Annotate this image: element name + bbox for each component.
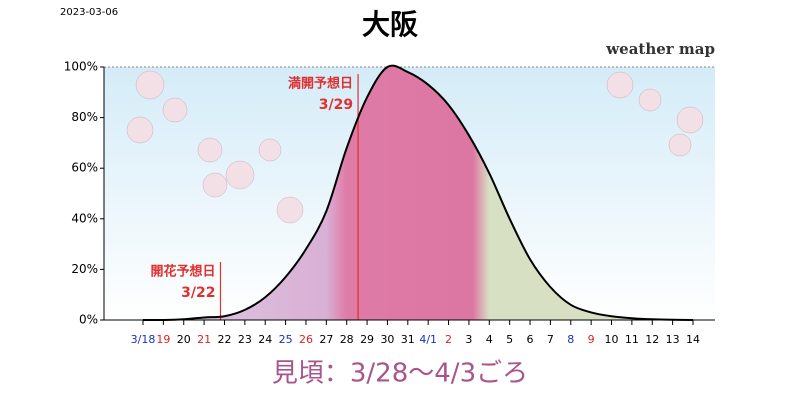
x-tick-label: 9: [588, 333, 595, 346]
x-tick-label: 20: [177, 333, 191, 346]
date: 2023-03-06: [60, 7, 118, 18]
annotation-date: 3/29: [319, 97, 353, 113]
x-tick-label: 25: [279, 333, 293, 346]
x-tick-label: 13: [666, 333, 680, 346]
subtitle: 見頃：3/28〜4/3ごろ: [272, 359, 528, 389]
x-tick-label: 30: [380, 333, 394, 346]
x-tick-label: 26: [299, 333, 313, 346]
x-tick-label: 21: [197, 333, 211, 346]
logo: weather map: [605, 40, 715, 58]
x-tick-label: 4/1: [419, 333, 437, 346]
y-tick-label: 20%: [71, 262, 98, 276]
y-tick-label: 100%: [64, 60, 98, 74]
x-tick-label: 3: [465, 333, 472, 346]
annotation-label: 満開予想日: [288, 76, 353, 92]
x-tick-label: 10: [605, 333, 619, 346]
y-tick-label: 80%: [71, 110, 98, 124]
x-tick-label: 11: [625, 333, 639, 346]
x-tick-label: 24: [258, 333, 272, 346]
y-tick-label: 40%: [71, 211, 98, 225]
bloom-area: [143, 65, 693, 321]
blossom-decoration: [126, 70, 704, 224]
x-tick-label: 29: [360, 333, 374, 346]
x-tick-label: 27: [319, 333, 333, 346]
x-tick-label: 19: [156, 333, 170, 346]
x-tick-label: 22: [217, 333, 231, 346]
annotation-label: 開花予想日: [150, 264, 215, 280]
x-tick-label: 3/18: [131, 333, 156, 346]
x-tick-label: 14: [686, 333, 700, 346]
y-tick-label: 60%: [71, 161, 98, 175]
annotation-date: 3/22: [181, 285, 215, 301]
x-tick-label: 8: [567, 333, 574, 346]
bloom-curve: [142, 64, 694, 322]
x-tick-label: 12: [645, 333, 659, 346]
x-tick-label: 2: [445, 333, 452, 346]
x-tick-label: 23: [238, 333, 252, 346]
x-tick-label: 4: [486, 333, 493, 346]
x-tick-label: 5: [506, 333, 513, 346]
x-tick-label: 28: [340, 333, 354, 346]
chart-title: 大阪: [362, 8, 418, 41]
y-tick-label: 0%: [79, 313, 98, 327]
x-tick-label: 6: [527, 333, 534, 346]
x-tick-label: 31: [401, 333, 415, 346]
x-tick-label: 7: [547, 333, 554, 346]
